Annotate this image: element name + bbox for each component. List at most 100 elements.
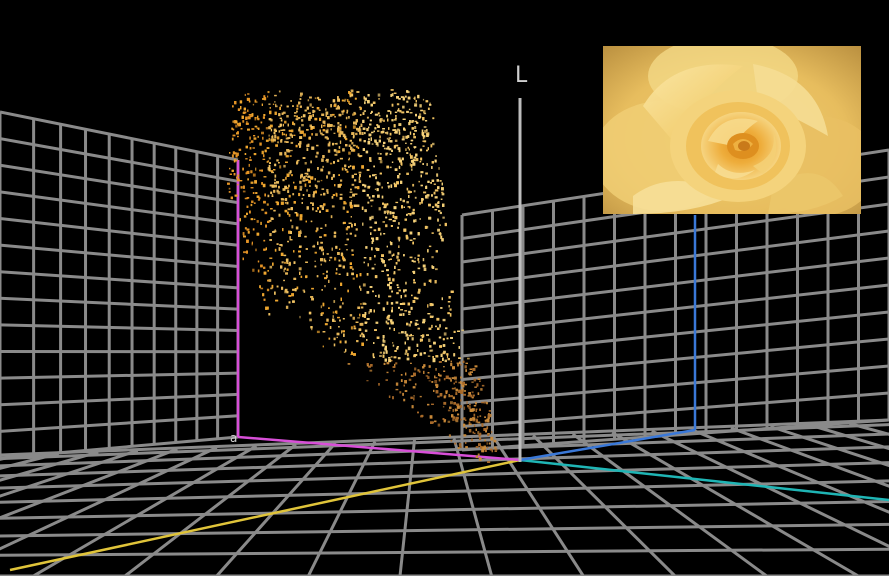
color-point: [252, 147, 255, 149]
color-point: [299, 130, 302, 134]
color-point: [426, 163, 428, 166]
color-point: [348, 157, 350, 160]
color-point: [296, 108, 299, 110]
color-point: [382, 260, 385, 264]
color-point: [415, 158, 419, 162]
color-point: [346, 112, 348, 114]
color-point: [342, 256, 344, 260]
color-point: [433, 183, 436, 185]
color-point: [304, 162, 307, 165]
color-point: [354, 173, 357, 175]
color-point: [421, 200, 423, 204]
color-point: [249, 115, 253, 118]
color-point: [373, 130, 375, 133]
color-point: [274, 181, 276, 184]
color-point: [401, 138, 405, 141]
color-point: [313, 191, 315, 195]
color-point: [439, 345, 442, 348]
color-point: [395, 301, 399, 304]
color-point: [397, 252, 400, 255]
color-point: [419, 161, 422, 163]
color-point: [283, 133, 285, 136]
color-point: [259, 285, 261, 289]
color-point: [484, 419, 487, 422]
color-point: [431, 161, 434, 164]
color-point: [390, 89, 394, 91]
color-point: [423, 110, 426, 113]
color-point: [319, 117, 322, 121]
color-point: [359, 132, 361, 135]
color-point: [452, 366, 455, 370]
color-point: [398, 149, 401, 153]
color-point: [376, 188, 379, 192]
color-point: [368, 138, 370, 141]
color-point: [428, 245, 432, 248]
color-point: [469, 371, 472, 375]
color-point: [363, 257, 367, 259]
color-point: [465, 446, 468, 449]
color-point: [274, 111, 277, 115]
color-point: [326, 189, 329, 193]
color-point: [380, 153, 382, 155]
color-point: [442, 344, 446, 347]
color-point: [289, 261, 291, 265]
color-point: [271, 284, 274, 289]
color-point: [242, 190, 246, 193]
color-point: [342, 133, 346, 137]
color-point: [411, 120, 414, 122]
color-point: [486, 446, 489, 449]
color-point: [418, 261, 420, 264]
color-point: [270, 170, 273, 172]
color-point: [291, 174, 293, 177]
color-point: [404, 380, 407, 384]
color-point: [376, 124, 379, 126]
color-point: [393, 253, 395, 256]
color-point: [353, 327, 357, 330]
color-point: [242, 257, 244, 261]
color-point: [266, 203, 269, 206]
color-point: [394, 184, 397, 188]
color-point: [273, 131, 276, 135]
color-point: [413, 397, 415, 401]
color-point: [386, 274, 389, 277]
color-point: [296, 104, 299, 108]
color-point: [408, 323, 411, 327]
color-point: [244, 93, 246, 96]
color-point: [460, 389, 463, 392]
color-point: [309, 103, 312, 107]
color-point: [356, 274, 358, 278]
color-point: [418, 115, 422, 118]
color-point: [422, 140, 425, 142]
color-point: [316, 227, 319, 231]
color-point: [251, 200, 254, 203]
color-point: [442, 352, 446, 355]
color-point: [436, 317, 440, 321]
color-point: [310, 177, 312, 180]
color-point: [359, 323, 362, 326]
color-point: [288, 171, 292, 175]
color-point: [331, 113, 335, 116]
color-point: [301, 116, 303, 118]
color-point: [310, 296, 314, 298]
color-point: [341, 167, 344, 171]
color-point: [308, 137, 310, 140]
color-point: [335, 310, 337, 314]
color-point: [327, 149, 331, 153]
color-point: [333, 300, 336, 303]
color-point: [443, 366, 445, 368]
color-point: [430, 349, 434, 352]
color-point: [412, 386, 416, 389]
color-point: [330, 104, 332, 108]
color-point: [300, 92, 303, 96]
color-point: [425, 186, 428, 189]
color-point: [375, 142, 379, 145]
color-point: [448, 434, 451, 438]
color-point: [395, 117, 397, 119]
color-point: [314, 190, 317, 194]
color-point: [372, 238, 375, 242]
color-point: [367, 94, 370, 97]
color-point: [289, 239, 293, 241]
color-point: [366, 194, 369, 197]
color-point: [286, 115, 289, 118]
color-point: [408, 122, 411, 126]
